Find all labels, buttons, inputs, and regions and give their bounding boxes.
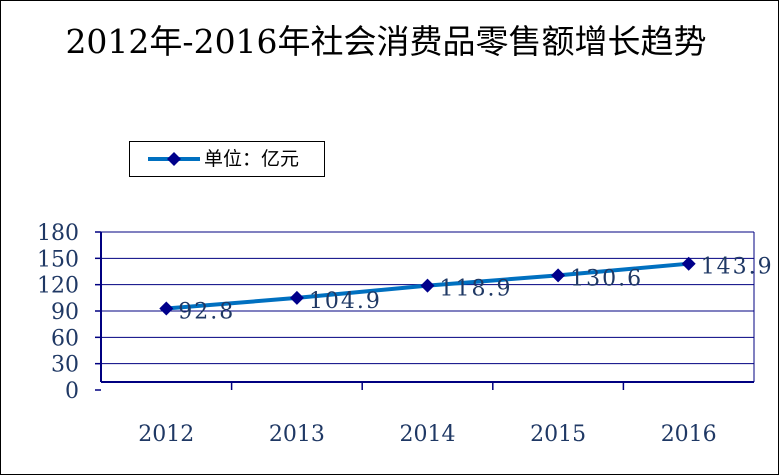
grid-layer [101, 231, 755, 382]
label-layer: 92.8 104.9 118.9 130.6 143.9 [178, 255, 774, 325]
x-tick-label-2016: 2016 [661, 422, 717, 447]
series-layer [159, 256, 696, 316]
x-tick-label-2012: 2012 [138, 422, 194, 447]
chart-title: 2012年-2016年社会消费品零售额增长趋势 [65, 22, 707, 61]
data-label-2012: 92.8 [178, 300, 235, 325]
x-tick-label-2015: 2015 [530, 422, 586, 447]
x-tick-label-2014: 2014 [400, 422, 456, 447]
data-point-2014 [420, 278, 435, 293]
y-tick-label-0: 0 [65, 379, 79, 404]
y-tick-label-150: 150 [37, 247, 79, 272]
y-tick-label-30: 30 [51, 353, 79, 378]
data-label-2015: 130.6 [570, 266, 643, 291]
data-point-2012 [159, 301, 174, 316]
legend-swatch [148, 152, 200, 166]
y-tick-label-90: 90 [51, 300, 79, 325]
data-point-2016 [681, 256, 696, 271]
data-point-2015 [551, 268, 566, 283]
data-point-2013 [289, 290, 304, 305]
x-tick-label-2013: 2013 [269, 422, 325, 447]
data-label-2013: 104.9 [309, 289, 382, 314]
y-tick-label-120: 120 [37, 274, 79, 299]
legend-label: 单位：亿元 [204, 148, 300, 170]
data-label-2016: 143.9 [701, 255, 774, 280]
legend: 单位：亿元 [129, 141, 325, 177]
data-label-2014: 118.9 [440, 277, 513, 302]
y-tick-label-180: 180 [37, 221, 79, 246]
y-tick-label-60: 60 [51, 326, 79, 351]
